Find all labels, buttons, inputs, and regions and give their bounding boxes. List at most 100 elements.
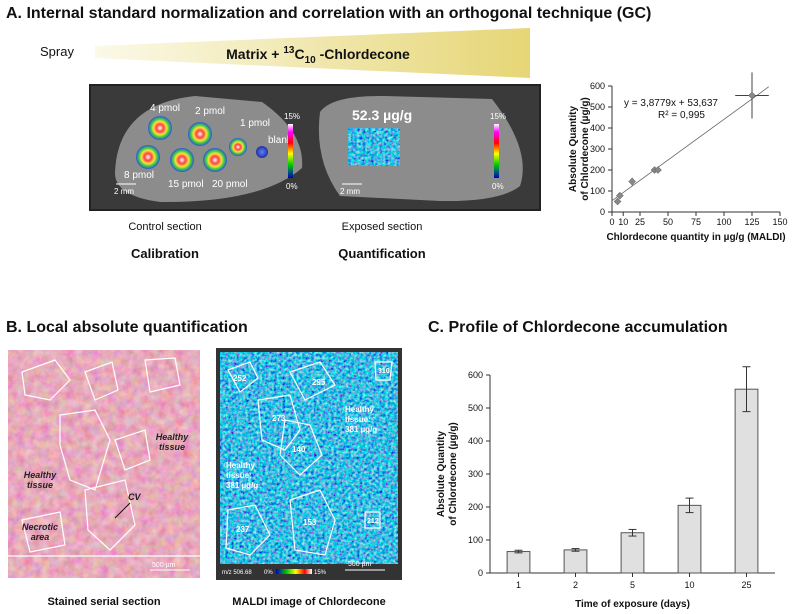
colorbar-label: 0% (264, 570, 273, 576)
spot (203, 148, 227, 172)
tissue-label-line: tissue (159, 442, 185, 452)
x-tick-label: 5 (630, 580, 635, 590)
outline (84, 361, 119, 401)
outline (227, 361, 259, 393)
region-label: 252 (233, 374, 247, 383)
y-tick-label: 0 (600, 207, 605, 217)
outline (364, 511, 381, 529)
x-tick-label: 25 (741, 580, 751, 590)
caption: MALDI image of Chlordecone (232, 596, 385, 608)
spot-label: 20 pmol (212, 179, 248, 190)
matrix-label: Matrix + 13C10 -Chlordecone (226, 45, 410, 66)
spot-label: blank (268, 135, 293, 146)
annotation: R² = 0,995 (658, 110, 705, 121)
x-tick-label: 75 (691, 217, 701, 227)
healthy-label: Healthy tissue: 381 µg/g (345, 405, 377, 434)
spot (148, 116, 172, 140)
x-tick-label: 25 (635, 217, 645, 227)
matrix-text: -Chlordecone (316, 46, 410, 62)
mz-label: m/z 506.68 (222, 570, 252, 576)
healthy-line: Healthy (226, 461, 255, 470)
colorbar-label: 15% (284, 112, 300, 121)
exposed-image (348, 128, 400, 166)
outline (257, 394, 301, 451)
caption: Stained serial section (47, 596, 160, 608)
maldi-image (220, 352, 398, 564)
spot (136, 145, 160, 169)
spot-label: 8 pmol (124, 170, 154, 181)
outline (374, 361, 393, 381)
outline (279, 419, 323, 476)
x-tick-label: 100 (716, 217, 731, 227)
spray-label: Spray (40, 44, 74, 59)
y-axis-label: Absolute Quantity (568, 106, 579, 193)
stained-outlines (8, 357, 200, 557)
scale-label: 2 mm (114, 187, 134, 196)
x-tick-label: 150 (772, 217, 787, 227)
spot (229, 138, 247, 156)
matrix-sub: 10 (305, 55, 317, 66)
tissue-label: Healthy tissue (156, 432, 190, 452)
caption: Exposed section (342, 221, 423, 233)
point (613, 197, 622, 206)
healthy-line: 381 µg/g (226, 481, 258, 490)
healthy-line: Healthy (345, 405, 374, 414)
x-tick-label: 10 (684, 580, 694, 590)
spot-label: 2 pmol (195, 106, 225, 117)
y-tick-label: 100 (590, 186, 605, 196)
outline (21, 359, 71, 401)
y-tick-label: 300 (468, 469, 483, 479)
x-tick-label: 50 (663, 217, 673, 227)
outline (289, 361, 336, 401)
y-axis-label: of Chlordecone (µg/g) (580, 97, 591, 201)
panel-title: B. Local absolute quantification (6, 319, 248, 336)
scale-label: 500 µm (348, 561, 372, 568)
y-tick-label: 300 (590, 144, 605, 154)
bar (563, 549, 588, 574)
matrix-text: Matrix + (226, 46, 283, 62)
annotation: y = 3,8779x + 53,637 (624, 98, 718, 109)
spot (256, 146, 268, 158)
scale-label: 2 mm (340, 187, 360, 196)
colorbar (288, 124, 293, 178)
scale-label: 500 µm (152, 562, 176, 569)
matrix-text: C (294, 46, 304, 62)
colorbar-label: 15% (490, 112, 506, 121)
x-tick-label: 125 (744, 217, 759, 227)
region-label: 295 (312, 378, 326, 387)
colorbar (494, 124, 499, 178)
trendline (611, 86, 770, 202)
x-tick-label: 0 (609, 217, 614, 227)
healthy-line: 381 µg/g (345, 425, 377, 434)
outline (114, 429, 151, 471)
matrix-sup: 13 (283, 45, 295, 56)
y-tick-label: 0 (478, 568, 483, 578)
region-label: 212 (367, 518, 379, 525)
tissue-label-line: Healthy (24, 470, 58, 480)
healthy-label: Healthy tissue: 381 µg/g (226, 461, 258, 490)
x-tick-label: 2 (573, 580, 578, 590)
tissue-label-line: Necrotic (22, 522, 58, 532)
colorbar-label: 0% (286, 182, 298, 191)
tissue-label-line: Healthy (156, 432, 190, 442)
y-tick-label: 500 (468, 403, 483, 413)
point (654, 166, 662, 174)
y-tick-label: 600 (590, 81, 605, 91)
region-label: 140 (292, 445, 306, 454)
bar (620, 532, 645, 574)
bar (506, 551, 531, 574)
bar (734, 388, 759, 574)
region-label: 273 (272, 414, 286, 423)
region-label: 153 (303, 518, 317, 527)
spot-label: 4 pmol (150, 103, 180, 114)
tissue-label: Healthy tissue (24, 470, 58, 490)
y-tick-label: 600 (468, 370, 483, 380)
arrow (114, 502, 131, 519)
bar (677, 504, 702, 574)
outline (59, 409, 111, 491)
region-label: 237 (236, 525, 250, 534)
outline (289, 489, 336, 556)
x-tick-label: 1 (516, 580, 521, 590)
maldi-outlines (225, 361, 393, 556)
y-tick-label: 200 (468, 502, 483, 512)
